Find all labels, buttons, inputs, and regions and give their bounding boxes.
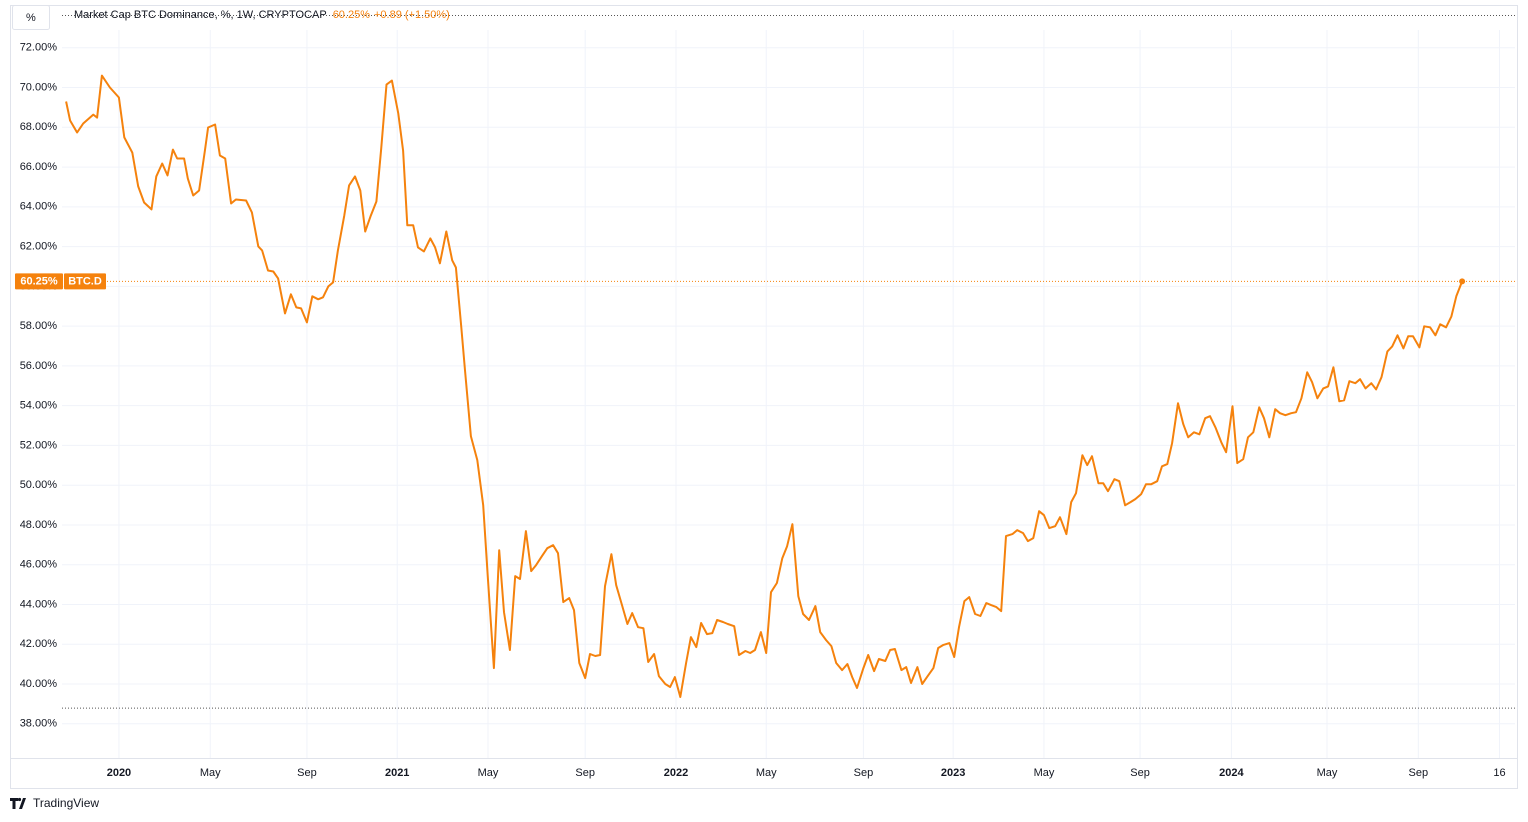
y-tick-label: 48.00% [20,519,58,531]
x-tick-label: May [756,767,777,779]
series-line [65,74,1464,698]
x-tick-label: 2021 [385,767,409,779]
y-tick-label: 40.00% [20,678,58,690]
y-tick-label: 56.00% [20,360,58,372]
x-tick-label: Sep [1130,767,1150,779]
branding: TradingView [10,796,99,810]
y-tick-label: 58.00% [20,320,58,332]
chart-frame [10,5,1518,789]
x-tick-label: 2023 [941,767,965,779]
x-tick-label: 16 [1493,767,1505,779]
x-tick-label: Sep [1409,767,1429,779]
unit-button-label[interactable]: % [26,12,36,24]
unit-button[interactable] [12,5,50,30]
y-tick-label: 68.00% [20,121,58,133]
y-tick-label: 50.00% [20,479,58,491]
logo [10,798,26,809]
price-tag-value: 60.25% [20,275,58,287]
y-tick-label: 42.00% [20,638,58,650]
x-tick-label: Sep [575,767,595,779]
price-tag-bg [15,273,63,290]
y-tick-label: 38.00% [20,718,58,730]
plot [62,15,1515,709]
y-tick-label: 64.00% [20,201,58,213]
x-tick-label: May [1317,767,1338,779]
y-tick-label: 62.00% [20,241,58,253]
x-tick-label: 2022 [664,767,688,779]
y-tick-label: 70.00% [20,81,58,93]
legend-last: 60.25% [333,9,371,21]
x-tick-label: Sep [854,767,874,779]
grid [62,30,1515,758]
x-tick-label: 2020 [107,767,131,779]
x-tick-label: May [478,767,499,779]
y-tick-label: 54.00% [20,400,58,412]
y-tick-label: 66.00% [20,161,58,173]
x-tick-label: May [200,767,221,779]
logo-dot [17,797,22,802]
y-tick-label: 46.00% [20,559,58,571]
last-point [1459,278,1466,285]
legend-title: Market Cap BTC Dominance, %, 1W, CRYPTOC… [74,9,327,21]
y-tick-label: 72.00% [20,42,58,54]
price-tag-name: BTC.D [68,275,102,287]
brand-name: TradingView [33,796,99,810]
x-tick-label: Sep [297,767,317,779]
legend-change: +0.89 (+1.50%) [374,9,450,21]
x-tick-label: 2024 [1219,767,1244,779]
price-tag-name-bg [64,273,106,290]
price-tag: 60.25% BTC.D [15,273,106,290]
y-tick-label: 44.00% [20,598,58,610]
x-tick-label: May [1034,767,1055,779]
y-tick-label: 52.00% [20,439,58,451]
